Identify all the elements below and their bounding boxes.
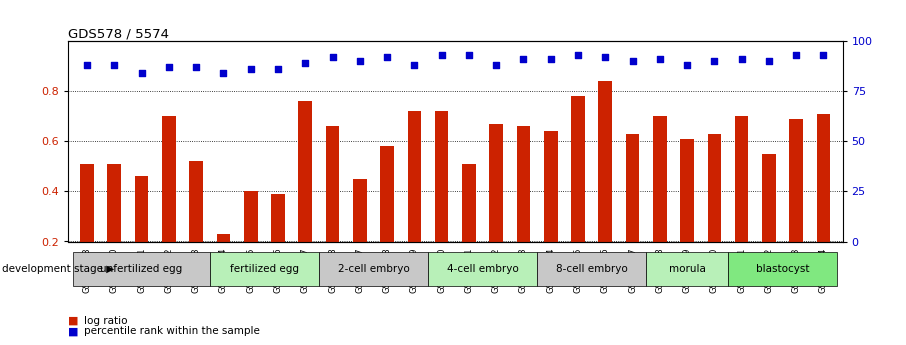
Text: fertilized egg: fertilized egg xyxy=(230,264,299,274)
Point xyxy=(652,57,667,62)
FancyBboxPatch shape xyxy=(428,252,537,286)
Bar xyxy=(162,117,176,242)
Bar xyxy=(271,194,284,241)
Point xyxy=(244,67,258,72)
Bar xyxy=(789,119,803,242)
Bar xyxy=(571,96,585,242)
Point xyxy=(107,63,121,68)
Point xyxy=(134,71,149,76)
Point xyxy=(789,53,804,58)
Bar xyxy=(325,126,340,242)
FancyBboxPatch shape xyxy=(728,252,837,286)
Bar xyxy=(735,117,748,242)
Bar xyxy=(708,134,721,242)
FancyBboxPatch shape xyxy=(319,252,428,286)
Point xyxy=(352,59,367,64)
Text: 8-cell embryo: 8-cell embryo xyxy=(555,264,628,274)
Text: morula: morula xyxy=(669,264,706,274)
Bar xyxy=(816,114,830,242)
Bar xyxy=(626,134,640,242)
Point xyxy=(80,63,94,68)
Point xyxy=(516,57,531,62)
Bar xyxy=(516,126,530,242)
Text: 4-cell embryo: 4-cell embryo xyxy=(447,264,518,274)
Point xyxy=(680,63,694,68)
Text: ■: ■ xyxy=(68,316,79,326)
Bar xyxy=(108,164,121,242)
Text: ■: ■ xyxy=(68,326,79,336)
Point xyxy=(625,59,640,64)
Point xyxy=(762,59,776,64)
Text: log ratio: log ratio xyxy=(84,316,128,326)
Bar xyxy=(408,111,421,241)
Bar xyxy=(599,81,612,242)
Bar xyxy=(462,164,476,242)
Bar xyxy=(762,154,776,242)
Point xyxy=(325,55,340,60)
Text: unfertilized egg: unfertilized egg xyxy=(101,264,183,274)
Bar xyxy=(489,124,503,242)
Bar xyxy=(353,179,367,242)
Text: blastocyst: blastocyst xyxy=(756,264,809,274)
Bar xyxy=(135,176,149,242)
Text: development stage ▶: development stage ▶ xyxy=(2,264,114,274)
Bar xyxy=(680,139,694,241)
Point xyxy=(735,57,749,62)
FancyBboxPatch shape xyxy=(537,252,646,286)
Point xyxy=(380,55,394,60)
Point xyxy=(434,53,448,58)
Bar xyxy=(435,111,448,241)
Point xyxy=(544,57,558,62)
Bar xyxy=(189,161,203,242)
Bar xyxy=(653,117,667,242)
Point xyxy=(271,67,285,72)
Point xyxy=(462,53,477,58)
Point xyxy=(708,59,722,64)
Bar xyxy=(544,131,557,241)
Bar xyxy=(217,234,230,242)
Bar xyxy=(244,191,257,242)
Point xyxy=(217,71,231,76)
Point xyxy=(407,63,421,68)
Text: GDS578 / 5574: GDS578 / 5574 xyxy=(68,27,169,40)
FancyBboxPatch shape xyxy=(646,252,728,286)
Point xyxy=(489,63,504,68)
Bar xyxy=(381,146,394,242)
Point xyxy=(188,65,203,70)
Point xyxy=(598,55,612,60)
Text: 2-cell embryo: 2-cell embryo xyxy=(338,264,410,274)
Text: percentile rank within the sample: percentile rank within the sample xyxy=(84,326,260,336)
Point xyxy=(298,61,313,66)
FancyBboxPatch shape xyxy=(210,252,319,286)
Point xyxy=(571,53,585,58)
FancyBboxPatch shape xyxy=(73,252,210,286)
Point xyxy=(161,65,176,70)
Bar xyxy=(81,164,94,242)
Bar xyxy=(298,101,312,242)
Point xyxy=(816,53,831,58)
